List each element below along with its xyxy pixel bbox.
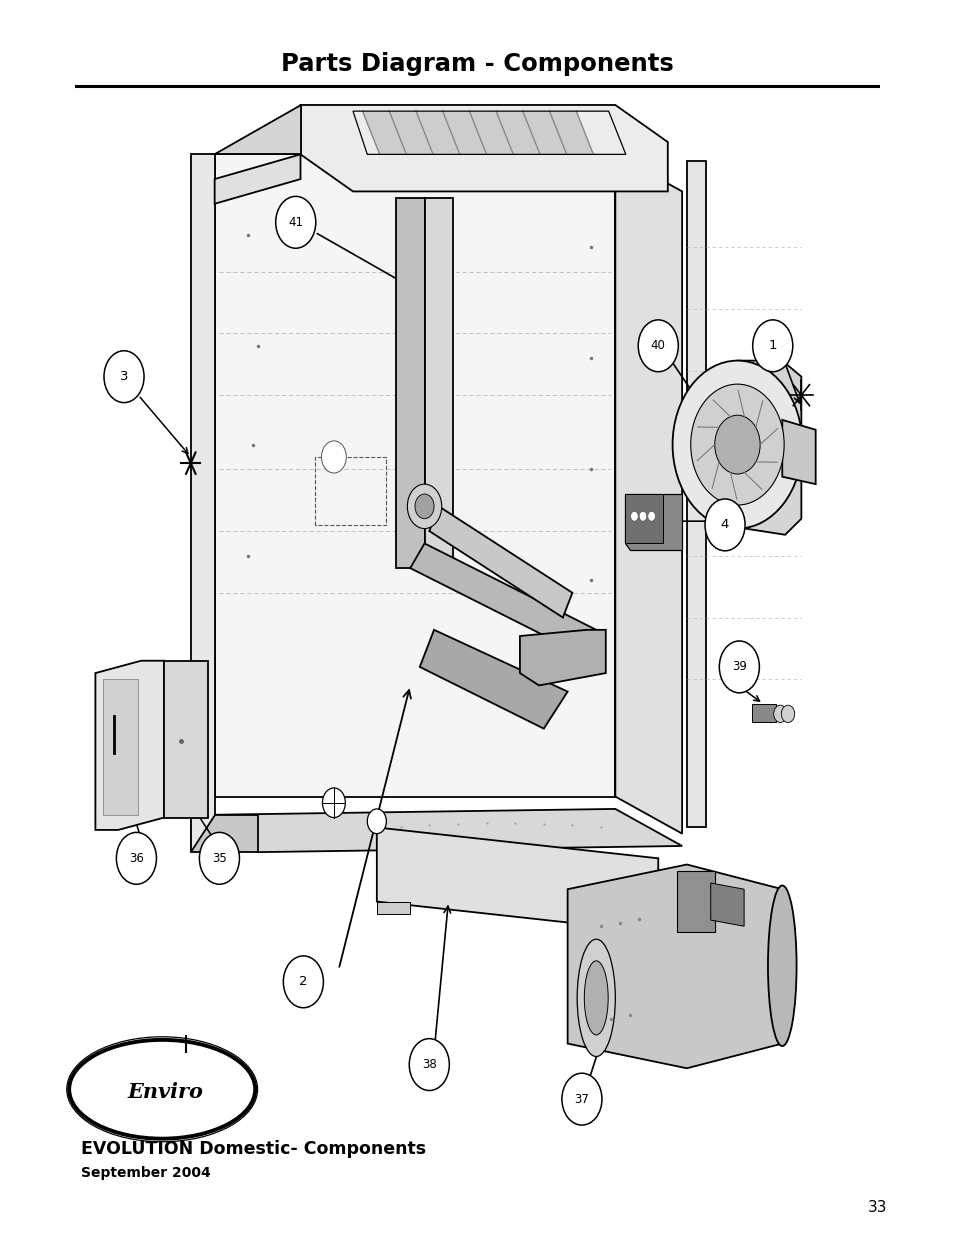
Circle shape (561, 1073, 601, 1125)
Text: 40: 40 (650, 340, 665, 352)
Circle shape (275, 196, 315, 248)
Circle shape (781, 705, 794, 722)
Polygon shape (677, 871, 715, 932)
Text: September 2004: September 2004 (81, 1166, 211, 1181)
Text: 35: 35 (212, 852, 227, 864)
Polygon shape (567, 864, 781, 1068)
Polygon shape (710, 883, 743, 926)
Circle shape (690, 384, 783, 505)
Polygon shape (751, 704, 775, 722)
Circle shape (719, 641, 759, 693)
Circle shape (672, 361, 801, 529)
Polygon shape (781, 420, 815, 484)
Polygon shape (95, 661, 164, 830)
Circle shape (752, 320, 792, 372)
Text: EVOLUTION Domestic- Components: EVOLUTION Domestic- Components (81, 1140, 426, 1157)
Text: 2: 2 (299, 976, 307, 988)
Circle shape (415, 494, 434, 519)
Polygon shape (519, 630, 605, 685)
Polygon shape (496, 111, 539, 154)
Ellipse shape (69, 1040, 254, 1139)
Circle shape (199, 832, 239, 884)
Polygon shape (362, 111, 406, 154)
Text: 4: 4 (720, 519, 728, 531)
Polygon shape (191, 815, 257, 852)
Polygon shape (615, 154, 681, 834)
Circle shape (322, 788, 345, 818)
Circle shape (647, 511, 655, 521)
Circle shape (407, 484, 441, 529)
Polygon shape (737, 361, 801, 535)
Text: 1: 1 (768, 340, 776, 352)
Polygon shape (410, 543, 596, 655)
Polygon shape (389, 111, 433, 154)
Text: 38: 38 (421, 1058, 436, 1071)
Text: Parts Diagram - Components: Parts Diagram - Components (280, 52, 673, 77)
Circle shape (773, 705, 786, 722)
Circle shape (321, 441, 346, 473)
Polygon shape (300, 105, 667, 191)
Polygon shape (429, 506, 572, 618)
Polygon shape (416, 111, 459, 154)
Polygon shape (103, 679, 138, 815)
Polygon shape (214, 154, 300, 204)
Polygon shape (624, 494, 681, 550)
Polygon shape (522, 111, 566, 154)
Polygon shape (686, 161, 705, 827)
Polygon shape (191, 154, 214, 852)
Text: 36: 36 (129, 852, 144, 864)
Text: Enviro: Enviro (127, 1082, 203, 1102)
Circle shape (367, 809, 386, 834)
Polygon shape (549, 111, 593, 154)
Circle shape (104, 351, 144, 403)
Circle shape (630, 511, 638, 521)
Polygon shape (442, 111, 486, 154)
Ellipse shape (583, 961, 607, 1035)
Text: 3: 3 (120, 370, 128, 383)
Polygon shape (164, 661, 208, 818)
Ellipse shape (577, 939, 615, 1057)
Polygon shape (214, 154, 615, 797)
Circle shape (639, 511, 646, 521)
Circle shape (704, 499, 744, 551)
Circle shape (116, 832, 156, 884)
Polygon shape (191, 809, 681, 852)
Polygon shape (376, 902, 410, 914)
Ellipse shape (767, 885, 796, 1046)
Text: 41: 41 (288, 216, 303, 228)
Circle shape (283, 956, 323, 1008)
Text: 39: 39 (731, 661, 746, 673)
Polygon shape (376, 827, 658, 932)
Polygon shape (395, 198, 424, 568)
Polygon shape (424, 198, 453, 568)
Text: 37: 37 (574, 1093, 589, 1105)
Circle shape (409, 1039, 449, 1091)
Circle shape (714, 415, 760, 474)
Polygon shape (419, 630, 567, 729)
Circle shape (638, 320, 678, 372)
Polygon shape (469, 111, 513, 154)
Text: 33: 33 (867, 1200, 886, 1215)
Polygon shape (214, 105, 300, 154)
Polygon shape (624, 494, 662, 543)
